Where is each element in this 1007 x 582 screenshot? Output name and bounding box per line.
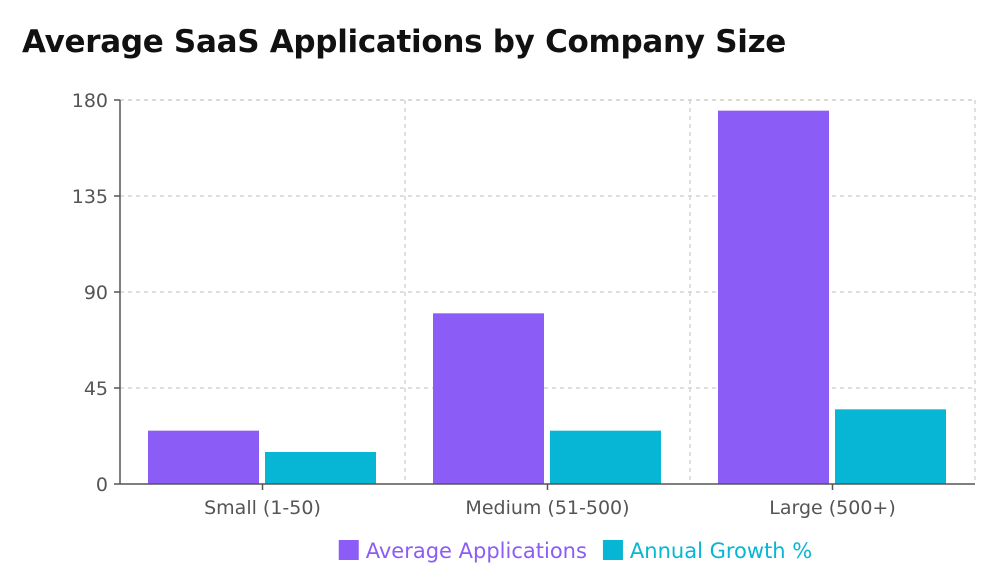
bar-average-applications-0[interactable]	[148, 430, 259, 484]
x-tick-label: Medium (51-500)	[465, 497, 629, 519]
x-tick-label: Large (500+)	[769, 497, 896, 519]
legend-label-average-applications[interactable]: Average Applications	[366, 539, 587, 563]
legend-swatch-annual-growth	[602, 540, 623, 560]
bar-average-applications-2[interactable]	[718, 110, 829, 485]
bar-annual-growth-2[interactable]	[835, 409, 946, 484]
y-tick-label: 0	[96, 474, 108, 496]
chart-title: Average SaaS Applications by Company Siz…	[22, 24, 787, 60]
x-tick-label: Small (1-50)	[204, 497, 321, 519]
y-tick-label: 135	[72, 186, 108, 208]
y-tick-label: 180	[72, 90, 108, 112]
bar-annual-growth-1[interactable]	[550, 430, 661, 484]
legend-label-annual-growth[interactable]: Annual Growth %	[630, 539, 812, 563]
bar-average-applications-1[interactable]	[433, 313, 544, 484]
y-tick-label: 90	[84, 282, 108, 304]
y-tick-label: 45	[84, 378, 108, 400]
legend-swatch-average-applications	[338, 540, 359, 560]
bar-annual-growth-0[interactable]	[265, 452, 376, 484]
